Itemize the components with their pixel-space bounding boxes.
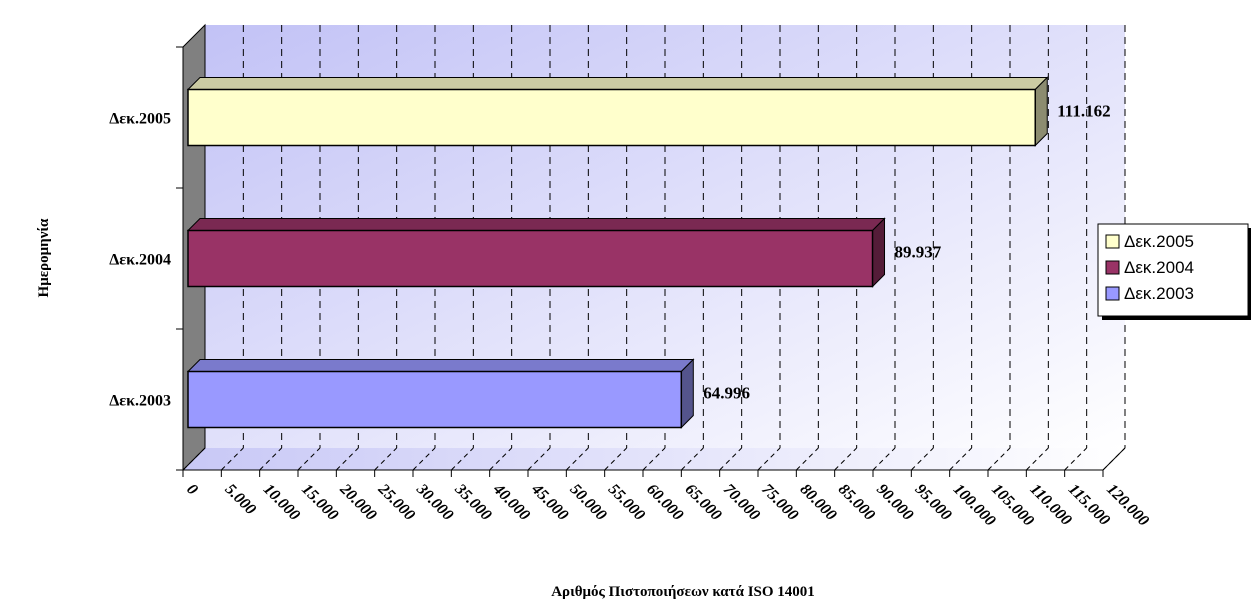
x-tick-label: 100.000 <box>950 481 999 530</box>
bar-top-face <box>186 77 1049 90</box>
data-label: 64.996 <box>703 384 750 403</box>
legend-label: Δεκ.2004 <box>1124 258 1194 277</box>
y-tick-label: Δεκ.2003 <box>109 393 171 410</box>
legend-swatch <box>1105 234 1120 249</box>
x-tick-label: 20.000 <box>336 480 380 524</box>
bar-front-face <box>187 370 683 429</box>
x-axis-title: Αριθμός Πιστοποιήσεων κατά ISO 14001 <box>551 584 815 600</box>
y-axis-title: Ημερομηνία <box>36 218 52 297</box>
bar-side-face <box>1034 76 1048 147</box>
legend-label: Δεκ.2005 <box>1124 232 1194 251</box>
x-tick-label: 30.000 <box>412 480 456 524</box>
x-tick-label: 40.000 <box>489 480 533 524</box>
x-tick-label: 105.000 <box>988 481 1037 530</box>
x-tick-label: 120.000 <box>1103 481 1152 530</box>
y-tick-label: Δεκ.2004 <box>109 252 171 269</box>
bar-2 <box>186 76 1049 147</box>
x-tick-label: 60.000 <box>643 481 686 524</box>
x-tick-label: 35.000 <box>451 480 495 524</box>
bar-0 <box>186 358 695 429</box>
x-tick-label: 55.000 <box>605 481 648 524</box>
x-tick-label: 90.000 <box>873 481 916 524</box>
x-tick-label: 5.000 <box>222 481 259 518</box>
x-tick-label: 65.000 <box>682 481 725 524</box>
x-tick-label: 70.000 <box>720 481 763 524</box>
legend-label: Δεκ.2003 <box>1124 284 1194 303</box>
bar-1 <box>186 217 886 288</box>
floor <box>183 448 1125 470</box>
bar-front-face <box>187 88 1036 147</box>
x-tick-label: 25.000 <box>374 480 418 524</box>
bar-side-face <box>680 358 694 429</box>
x-tick-label: 85.000 <box>835 481 878 524</box>
x-tick-label: 80.000 <box>797 481 840 524</box>
legend-swatch <box>1105 260 1120 275</box>
x-tick-label: 95.000 <box>912 481 955 524</box>
bar-side-face <box>872 217 886 288</box>
x-tick-label: 50.000 <box>567 481 610 524</box>
x-tick-label: 0 <box>183 481 201 499</box>
bar-front-face <box>187 229 874 288</box>
x-tick-label: 15.000 <box>298 481 341 524</box>
legend-box <box>1097 223 1249 317</box>
x-tick-label: 75.000 <box>758 481 801 524</box>
bar-top-face <box>186 218 886 231</box>
x-tick-label: 110.000 <box>1027 481 1075 529</box>
y-tick-label: Δεκ.2005 <box>109 111 171 128</box>
x-tick-label: 10.000 <box>260 481 303 524</box>
data-label: 89.937 <box>895 243 942 262</box>
floor-edge <box>1102 447 1126 471</box>
x-tick-label: 45.000 <box>527 480 571 524</box>
data-label: 111.162 <box>1057 102 1110 121</box>
bar-top-face <box>186 359 695 372</box>
x-tick-label: 115.000 <box>1065 481 1113 529</box>
legend-swatch <box>1105 286 1120 301</box>
